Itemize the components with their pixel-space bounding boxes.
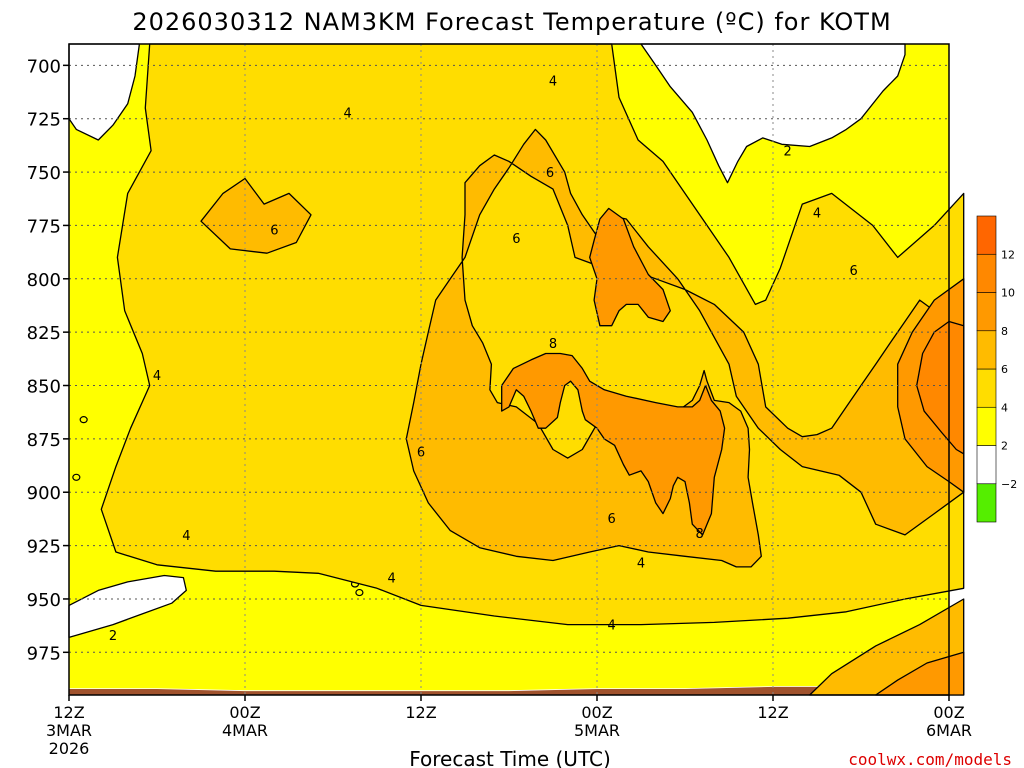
contour-loop (72, 473, 81, 481)
y-tick-label: 850 (27, 377, 61, 398)
contour-loop (79, 416, 88, 424)
y-tick-label: 800 (27, 270, 61, 291)
contour-loop (355, 588, 364, 597)
temp-zone-10-12 (916, 320, 965, 455)
legend-swatch (976, 406, 997, 446)
y-tick-label: 950 (27, 590, 61, 611)
contour-label: 6 (512, 232, 520, 247)
x-tick-label: 3MAR (46, 721, 92, 740)
contour-label: 4 (388, 572, 396, 587)
legend-label: 8 (1001, 325, 1008, 338)
temp-zone-0-2 (68, 43, 141, 141)
contour-label: 4 (813, 207, 821, 222)
contour-label: 2 (784, 145, 792, 160)
plot-frame (68, 43, 950, 696)
legend-label: 6 (1001, 363, 1008, 376)
y-tick-label: 725 (27, 110, 61, 131)
x-tick-label: 00Z (581, 703, 612, 722)
x-tick-label: 00Z (933, 703, 964, 722)
legend-swatch (976, 292, 997, 332)
x-axis-label: Forecast Time (UTC) (409, 747, 611, 768)
y-tick-label: 975 (27, 643, 61, 664)
color-legend: −2 2 4 6 8 10 12 (976, 215, 1017, 523)
legend-label: −2 (1001, 478, 1017, 491)
contour-label: 6 (546, 166, 554, 181)
y-tick-label: 775 (27, 216, 61, 237)
temp-zone-0-2 (68, 574, 187, 639)
x-tick-label: 12Z (53, 703, 84, 722)
contour-label: 6 (270, 224, 278, 239)
y-tick-label: 700 (27, 56, 61, 77)
x-tick-label: 2026 (49, 739, 90, 758)
legend-label: 4 (1001, 401, 1008, 414)
legend-swatch (976, 330, 997, 370)
x-tick-label: 12Z (757, 703, 788, 722)
contour-label: 6 (417, 446, 425, 461)
x-tick-label: 12Z (405, 703, 436, 722)
legend-swatch (976, 253, 997, 293)
legend-swatch (976, 368, 997, 408)
x-tick-label: 6MAR (926, 721, 972, 740)
legend-label: 12 (1001, 248, 1015, 261)
contour-label: 8 (549, 337, 557, 352)
contour-label: 2 (109, 629, 117, 644)
contour-label: 8 (696, 527, 704, 542)
contour-label: 6 (850, 264, 858, 279)
plot-area: 4 4 6 2 6 6 4 6 8 4 6 6 8 4 4 4 4 2 700 725 750 775 800 825 850 8… (27, 43, 972, 758)
contour-label: 4 (608, 619, 616, 634)
y-tick-label: 900 (27, 483, 61, 504)
x-tick-label: 5MAR (574, 721, 620, 740)
contour-label: 4 (182, 529, 190, 544)
contour-label: 4 (153, 369, 161, 384)
chart-title: 2026030312 NAM3KM Forecast Temperature (… (132, 8, 891, 36)
legend-label: 10 (1001, 287, 1015, 300)
legend-swatch (976, 483, 997, 523)
legend-label: 2 (1001, 440, 1008, 453)
y-tick-label: 825 (27, 323, 61, 344)
contour-label: 4 (344, 106, 352, 121)
temp-zone-0-2 (640, 43, 906, 184)
y-tick-label: 875 (27, 430, 61, 451)
x-tick-label: 4MAR (222, 721, 268, 740)
temp-zone-8-10 (589, 207, 671, 327)
y-tick-label: 925 (27, 537, 61, 558)
legend-swatch (976, 215, 997, 255)
contour-label: 6 (608, 512, 616, 527)
legend-swatch (976, 445, 997, 485)
x-tick-label: 00Z (229, 703, 260, 722)
credit-text: coolwx.com/models (848, 750, 1012, 768)
contour-label: 4 (549, 74, 557, 89)
temp-zone-6-8 (200, 177, 312, 254)
contour-label: 4 (637, 557, 645, 572)
y-tick-label: 750 (27, 163, 61, 184)
